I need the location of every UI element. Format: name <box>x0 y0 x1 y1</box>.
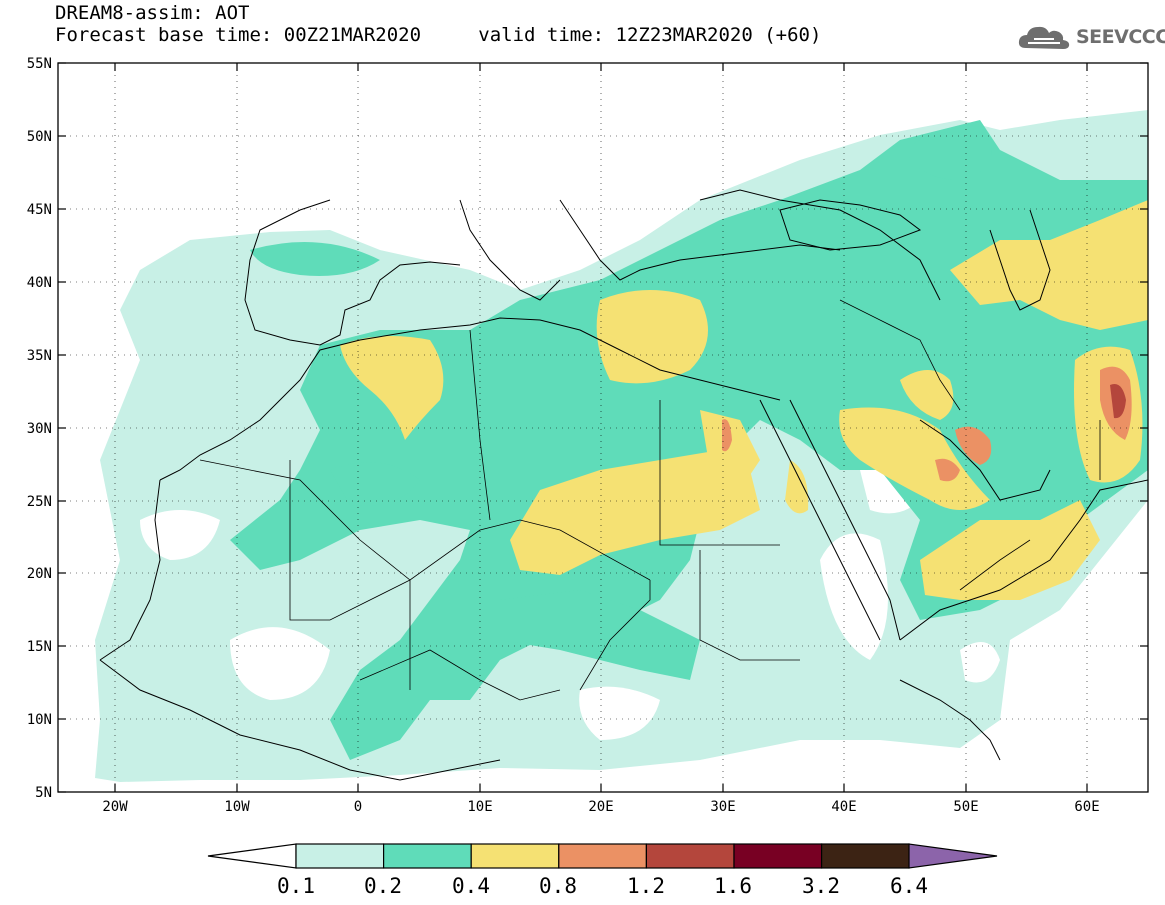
lat-label: 40N <box>27 275 52 291</box>
lat-label: 20N <box>27 566 52 582</box>
map-title: DREAM8-assim: AOT <box>55 2 250 24</box>
lat-label: 15N <box>27 639 52 655</box>
lat-label: 35N <box>27 348 52 364</box>
aot-contour-very-high <box>955 426 992 465</box>
forecast-base-time: Forecast base time: 00Z21MAR2020 <box>55 24 422 46</box>
colorbar-swatch <box>558 843 647 869</box>
lat-label: 10N <box>27 712 52 728</box>
colorbar: 0.1 0.2 0.4 0.8 1.2 1.6 3.2 6.4 <box>207 843 998 898</box>
colorbar-swatch <box>733 843 823 869</box>
colorbar-swatch <box>295 843 385 869</box>
axis-ticks <box>58 62 1148 793</box>
lon-label: 10W <box>224 799 250 815</box>
colorbar-swatch <box>645 843 735 869</box>
lon-label: 40E <box>831 799 856 815</box>
lat-label: 55N <box>27 56 52 72</box>
colorbar-low-arrow <box>207 843 297 869</box>
aot-contour-medium <box>230 120 1148 760</box>
lon-label: 20E <box>588 799 613 815</box>
colorbar-swatch <box>383 843 472 869</box>
logo-text: SEEVCCC <box>1076 26 1165 48</box>
colorbar-label: 3.2 <box>802 874 840 898</box>
lon-label: 30E <box>710 799 735 815</box>
forecast-valid-time: valid time: 12Z23MAR2020 (+60) <box>478 24 822 46</box>
lon-label: 20W <box>102 799 128 815</box>
longitude-labels: 20W 10W 0 10E 20E 30E 40E 50E 60E <box>102 799 1099 815</box>
lon-label: 50E <box>953 799 978 815</box>
coastlines <box>99 189 1148 781</box>
colorbar-label: 0.2 <box>364 874 402 898</box>
colorbar-label: 1.6 <box>714 874 752 898</box>
seevccc-logo: SEEVCCC <box>1016 22 1165 52</box>
map-title-block: DREAM8-assim: AOT Forecast base time: 00Z… <box>55 2 821 46</box>
aot-contour-clear <box>140 510 220 560</box>
colorbar-label: 6.4 <box>890 874 928 898</box>
colorbar-swatch <box>820 843 910 869</box>
lat-label: 25N <box>27 494 52 510</box>
lat-label: 30N <box>27 421 52 437</box>
colorbar-label: 0.8 <box>539 874 577 898</box>
lat-label: 5N <box>35 785 52 801</box>
aot-contour-high <box>340 336 444 440</box>
country-borders <box>199 299 1101 701</box>
lat-label: 50N <box>27 129 52 145</box>
colorbar-label: 0.1 <box>277 874 315 898</box>
lon-label: 0 <box>354 799 362 815</box>
colorbar-label: 1.2 <box>627 874 665 898</box>
aot-field <box>58 63 1148 792</box>
lat-label: 45N <box>27 202 52 218</box>
latitude-labels: 55N 50N 45N 40N 35N 30N 25N 20N 15N 10N … <box>27 56 52 801</box>
colorbar-high-arrow <box>908 843 998 869</box>
cloud-icon <box>1018 26 1070 49</box>
colorbar-label: 0.4 <box>452 874 490 898</box>
lon-label: 60E <box>1074 799 1099 815</box>
lon-label: 10E <box>467 799 492 815</box>
colorbar-swatch <box>470 843 560 869</box>
